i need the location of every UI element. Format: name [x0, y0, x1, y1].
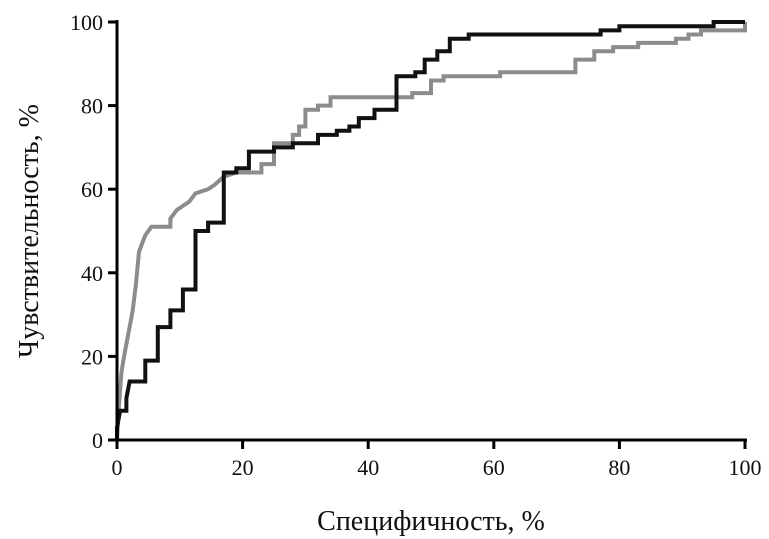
- x-tick-label: 0: [112, 455, 123, 480]
- y-tick-label: 20: [81, 344, 103, 369]
- x-tick-label: 100: [729, 455, 762, 480]
- roc-series-line-2: [115, 22, 747, 441]
- x-tick-label: 20: [232, 455, 254, 480]
- y-tick-label: 100: [70, 10, 103, 35]
- roc-series-line-1: [115, 20, 745, 440]
- x-tick-label: 40: [357, 455, 379, 480]
- y-axis-title: Чувствительность, %: [14, 104, 45, 358]
- x-tick-label: 60: [483, 455, 505, 480]
- x-tick-label: 80: [608, 455, 630, 480]
- x-ticks: 0 20 40 60 80 100: [112, 440, 762, 480]
- y-ticks: 0 20 40 60 80 100: [70, 10, 117, 453]
- y-tick-label: 80: [81, 94, 103, 119]
- y-tick-label: 60: [81, 177, 103, 202]
- x-axis-title: Специфичность, %: [317, 506, 545, 537]
- y-tick-label: 0: [92, 428, 103, 453]
- y-tick-label: 40: [81, 261, 103, 286]
- plot-lines: [115, 20, 747, 441]
